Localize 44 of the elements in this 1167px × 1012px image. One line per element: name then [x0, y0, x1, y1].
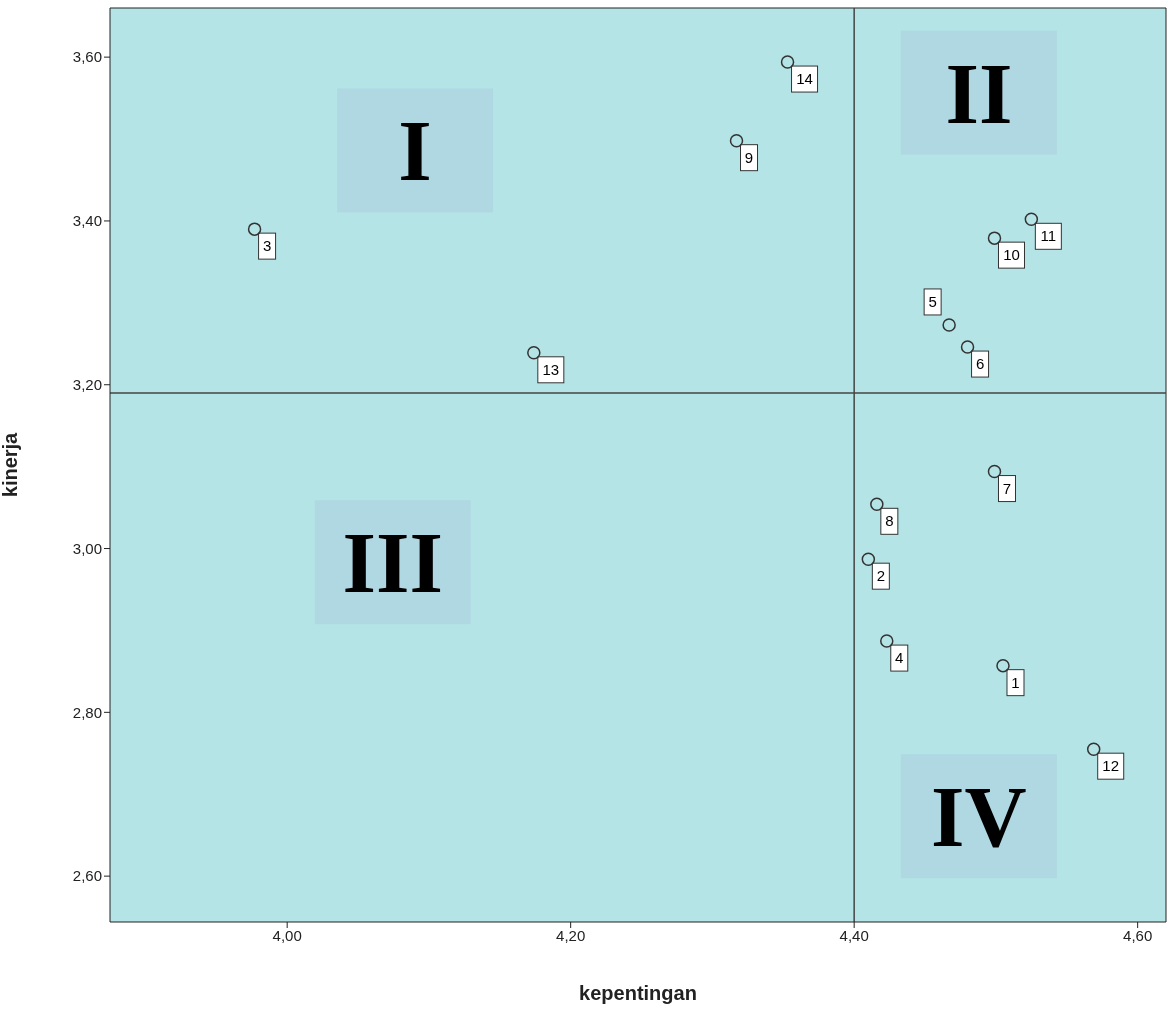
- y-tick-label: 3,00: [72, 539, 102, 557]
- y-axis-title: kinerja: [0, 431, 22, 498]
- point: [942, 318, 956, 332]
- y-tick-label: 3,20: [72, 376, 102, 394]
- point: [987, 464, 1002, 479]
- point: [729, 133, 744, 148]
- point: [1086, 742, 1101, 756]
- annotation: IV: [931, 769, 1027, 866]
- annotation: II: [945, 45, 1013, 142]
- point: [960, 340, 975, 354]
- point: [880, 634, 894, 648]
- point: [996, 658, 1010, 673]
- annotation: 12: [1102, 757, 1120, 775]
- annotation: 14: [796, 70, 813, 88]
- y-tick-label: 3,40: [72, 212, 102, 230]
- annotation: 10: [1003, 246, 1020, 264]
- annotation: 13: [542, 360, 560, 378]
- x-tick-label: 4,60: [1123, 926, 1153, 944]
- y-tick-label: 2,80: [72, 703, 102, 721]
- y-tick-label: 2,60: [72, 867, 102, 885]
- annotation: 2: [876, 567, 886, 585]
- annotation: 7: [1002, 479, 1012, 497]
- x-tick-label: 4,40: [839, 926, 869, 944]
- x-axis-title: kepentingan: [579, 982, 697, 1004]
- point: [780, 55, 795, 69]
- point: [861, 552, 876, 566]
- annotation: 8: [885, 512, 894, 530]
- annotation: 3: [262, 237, 272, 255]
- annotation: III: [342, 515, 443, 612]
- annotation: 4: [895, 649, 904, 667]
- point: [1024, 212, 1039, 227]
- point: [870, 497, 884, 512]
- y-tick-label: 3,60: [72, 48, 102, 66]
- annotation: I: [398, 103, 432, 200]
- x-tick-label: 4,00: [272, 926, 302, 944]
- point: [247, 222, 262, 236]
- point: [527, 346, 541, 360]
- annotation: 11: [1040, 227, 1057, 245]
- x-tick-label: 4,20: [556, 926, 586, 944]
- point: [987, 231, 1002, 245]
- annotation: 5: [928, 292, 937, 310]
- annotation: 9: [744, 148, 754, 166]
- annotation: 6: [975, 355, 985, 373]
- annotation: 1: [1011, 673, 1020, 691]
